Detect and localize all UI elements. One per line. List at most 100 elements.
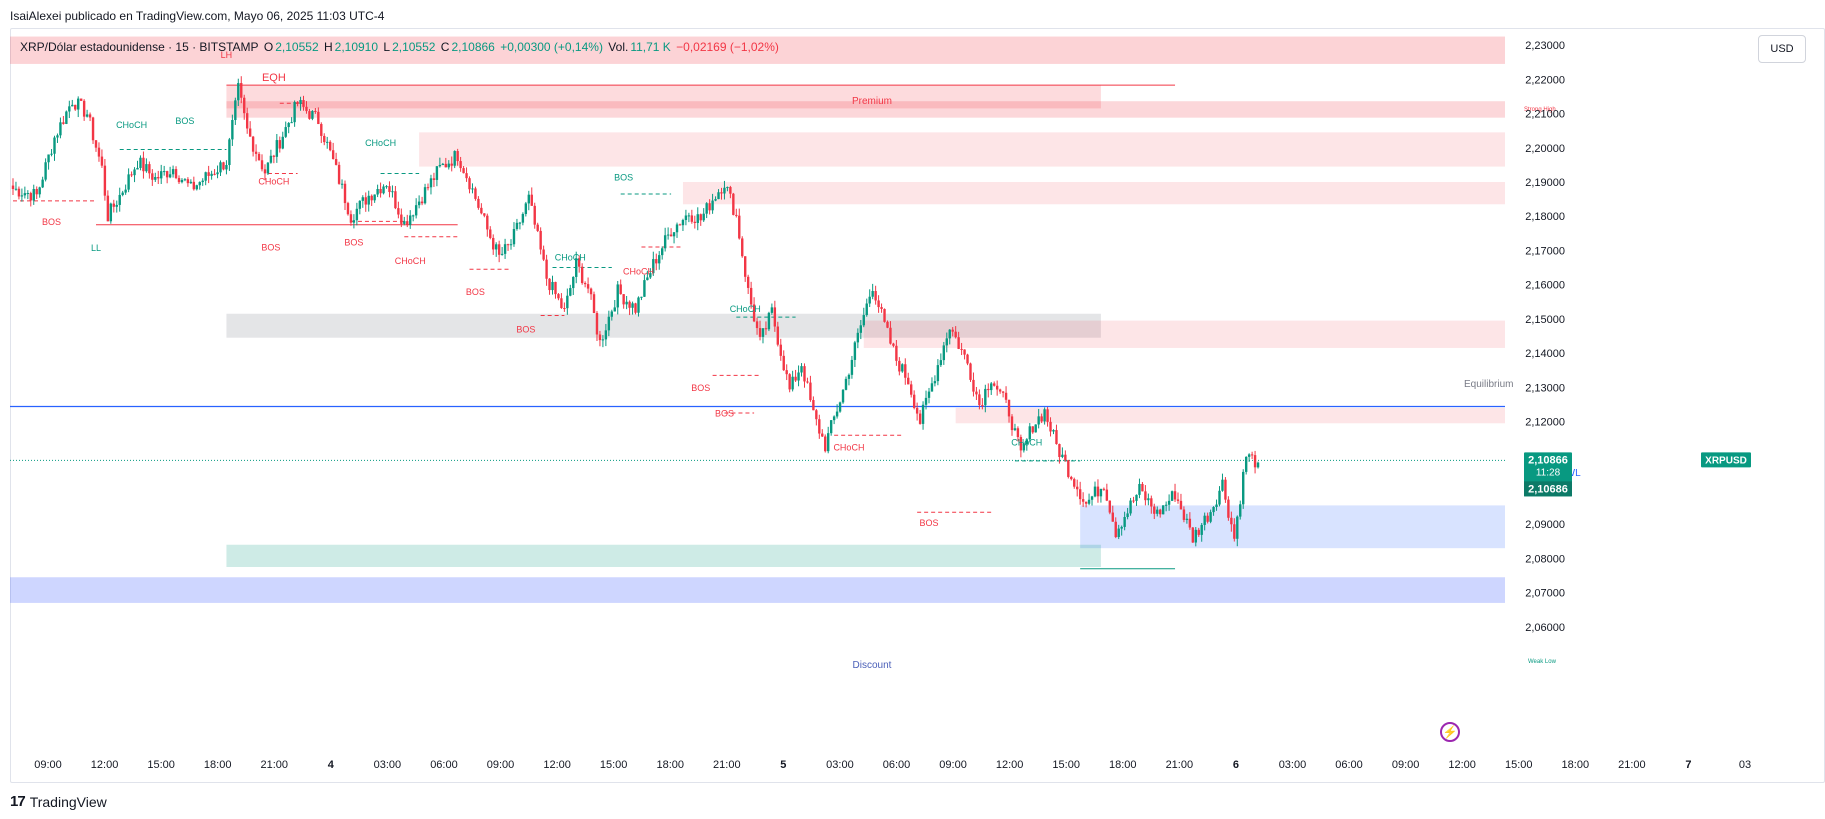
- candle-body: [995, 385, 999, 390]
- candle-body: [542, 249, 545, 260]
- candle-body: [148, 164, 151, 174]
- candle-body: [397, 208, 400, 215]
- candle-body: [824, 436, 827, 452]
- open-value: 2,10552: [275, 40, 319, 54]
- candle-body: [1203, 515, 1206, 525]
- candle-body: [580, 266, 584, 284]
- candle-body: [625, 301, 628, 305]
- tradingview-brand[interactable]: 17 TradingView: [10, 793, 107, 810]
- candle-body: [669, 234, 673, 237]
- candle-body: [471, 188, 474, 190]
- candle-body: [548, 278, 551, 291]
- lightning-icon[interactable]: ⚡: [1440, 722, 1460, 742]
- candle-body: [142, 157, 145, 172]
- candle-body: [56, 135, 59, 138]
- candle-body: [406, 221, 409, 225]
- ohlc-legend: XRP/Dólar estadounidense · 15 · BITSTAMP…: [20, 40, 781, 54]
- symbol-title[interactable]: XRP/Dólar estadounidense · 15 · BITSTAMP: [20, 40, 259, 54]
- candle-body: [1064, 454, 1067, 461]
- x-tick-label-0: 09:00: [34, 759, 62, 771]
- candle-body: [465, 173, 468, 179]
- candle-body: [1099, 488, 1103, 497]
- candle-body: [563, 308, 566, 310]
- candle-body: [263, 169, 267, 174]
- candle-body: [450, 163, 453, 166]
- candle-body: [705, 203, 708, 214]
- candle-body: [1084, 501, 1088, 504]
- candle-body: [243, 97, 246, 114]
- y-tick-label-17: 2,06000: [1525, 622, 1565, 634]
- candle-body: [987, 388, 990, 391]
- candle-body: [385, 186, 388, 188]
- candle-body: [515, 222, 519, 229]
- candle-body: [898, 360, 901, 372]
- candle-body: [367, 195, 370, 205]
- candle-body: [990, 383, 993, 391]
- candle-body: [355, 208, 359, 221]
- candle-body: [423, 187, 427, 204]
- candle-body: [1058, 444, 1061, 457]
- structure-label-18: BOS: [715, 408, 734, 418]
- candle-body: [1046, 409, 1049, 422]
- candle-body: [886, 321, 889, 328]
- candle-body: [44, 162, 47, 180]
- candle-body: [631, 303, 634, 308]
- candle-body: [803, 366, 806, 382]
- candle-body: [847, 374, 851, 379]
- candle-body: [474, 188, 477, 199]
- weak-low-label: Weak Low: [1528, 659, 1557, 665]
- candle-body: [1230, 517, 1233, 525]
- candle-body: [26, 193, 30, 195]
- candle-body: [1156, 509, 1159, 514]
- volume-change: −0,02169 (−1,02%): [676, 40, 779, 54]
- candle-body: [1043, 409, 1046, 422]
- candle-body: [1034, 424, 1037, 433]
- candle-body: [305, 106, 308, 112]
- currency-button[interactable]: USD: [1758, 35, 1806, 63]
- candle-body: [248, 128, 252, 137]
- x-tick-label-14: 03:00: [826, 759, 854, 771]
- structure-label-19: CHoCH: [833, 443, 864, 453]
- candle-body: [124, 189, 127, 193]
- candle-body: [998, 389, 1002, 392]
- candle-body: [68, 106, 71, 112]
- candle-body: [643, 280, 646, 297]
- structure-label-14: BOS: [614, 172, 633, 182]
- x-tick-label-28: 21:00: [1618, 759, 1646, 771]
- candle-body: [207, 172, 210, 176]
- structure-label-12: CHoCH: [555, 253, 586, 263]
- candle-body: [1007, 399, 1011, 417]
- candle-body: [1067, 460, 1070, 477]
- y-tick-label-0: 2,23000: [1525, 40, 1565, 52]
- candle-body: [1224, 479, 1227, 500]
- candle-body: [714, 199, 717, 201]
- candle-body: [732, 193, 735, 215]
- candle-body: [1233, 524, 1236, 539]
- candle-body: [311, 110, 314, 119]
- candle-body: [1239, 504, 1242, 517]
- x-tick-label-27: 18:00: [1562, 759, 1590, 771]
- candle-body: [323, 135, 326, 143]
- candle-body: [969, 363, 972, 380]
- tradingview-logo-icon: 17: [10, 793, 26, 810]
- candle-body: [91, 117, 95, 141]
- candle-body: [1004, 392, 1008, 400]
- candle-body: [237, 83, 240, 101]
- candle-body: [109, 203, 113, 222]
- candle-body: [168, 174, 172, 178]
- x-tick-label-2: 15:00: [147, 759, 175, 771]
- candle-body: [637, 297, 640, 313]
- structure-label-20: BOS: [919, 518, 938, 528]
- candle-body: [601, 339, 605, 341]
- candle-body: [376, 189, 379, 195]
- y-tick-label-7: 2,16000: [1525, 280, 1565, 292]
- candle-body: [409, 215, 412, 225]
- candle-body: [328, 141, 332, 151]
- candle-body: [729, 187, 732, 194]
- candle-body: [927, 391, 931, 398]
- y-tick-label-3: 2,20000: [1525, 143, 1565, 155]
- candle-body: [838, 402, 842, 412]
- candle-body: [699, 214, 702, 221]
- candle-body: [634, 303, 637, 313]
